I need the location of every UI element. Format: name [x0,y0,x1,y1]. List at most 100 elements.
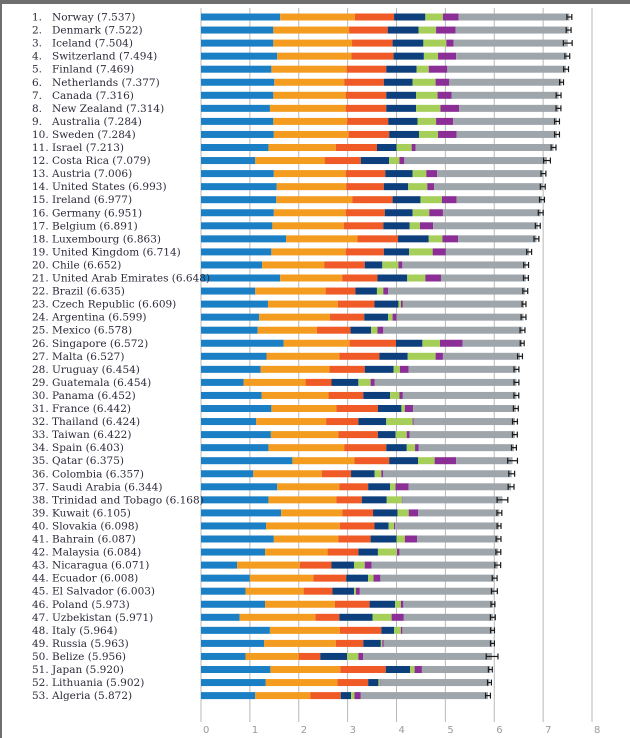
country-name-score: France (6.442) [52,403,131,415]
bar-segment-dystopia-residual [456,130,558,138]
country-score: (7.522) [101,25,143,37]
country-row [201,170,547,178]
country-score: (6.714) [139,246,181,258]
bar-segment-freedom [340,692,352,700]
country-name-score: Trinidad and Tobago (6.168) [52,494,204,506]
bar-segment-freedom [374,300,399,308]
bar-segment-dystopia-residual [453,39,568,47]
bar-segment-gdp-per-capita [201,418,257,426]
bar-segment-dystopia-residual [359,587,495,595]
country-rank: 1. [32,12,42,24]
country-name: Nicaragua [52,560,108,572]
bar-segment-generosity [388,313,393,321]
bar-segment-healthy-life-expectancy [347,117,389,125]
bar-segment-dystopia-residual [442,209,541,217]
country-name: New Zealand [52,103,123,115]
bar-segment-dystopia-residual [402,391,517,399]
country-name: Spain [52,442,83,454]
bar-segment-social-support [274,78,345,86]
bar-segment-freedom [386,65,417,73]
country-score: (7.377) [118,77,160,89]
country-row [201,274,529,282]
country-name: Guatemala [52,377,110,389]
bar-segment-social-support [281,509,343,517]
country-rank: 48. [32,625,49,637]
bar-segment-social-support [280,274,343,282]
country-score: (7.469) [93,64,135,76]
x-tick-label: 2 [301,725,307,736]
country-name-score: Poland (5.973) [52,599,130,611]
bar-segment-social-support [265,548,328,556]
x-tick-label: 4 [399,725,405,736]
bar-segment-dystopia-residual [399,548,499,556]
country-name: Qatar [52,455,83,467]
country-name-score: Singapore (6.572) [52,338,148,350]
country-name: United Kingdom [52,246,139,258]
bar-segment-perceptions-of-corruption [437,91,452,99]
bar-segment-freedom [358,548,378,556]
country-name-score: Taiwan (6.422) [52,429,131,441]
country-rank: 36. [32,468,49,480]
country-score: (6.403) [82,442,124,454]
bar-segment-perceptions-of-corruption [441,196,457,204]
country-row [201,679,493,687]
bar-segment-healthy-life-expectancy [336,496,362,504]
bar-segment-freedom [392,39,424,47]
bar-segment-generosity [396,535,405,543]
bar-segment-healthy-life-expectancy [339,626,382,634]
bar-segment-perceptions-of-corruption [382,639,384,647]
country-name-score: Panama (6.452) [52,390,136,402]
country-name-score: Uzbekistan (5.971) [52,612,153,624]
bar-segment-freedom [393,52,424,60]
bar-segment-generosity [358,378,371,386]
country-row [201,405,519,412]
country-rank: 4. [32,51,42,63]
bar-segment-generosity [409,248,433,256]
country-name: Taiwan [52,429,90,441]
country-row [201,52,571,60]
bar-segment-healthy-life-expectancy [343,222,384,230]
bar-segment-social-support [271,248,346,256]
country-row [201,261,530,269]
bar-segment-gdp-per-capita [201,352,267,360]
bar-segment-gdp-per-capita [201,509,282,517]
country-score: (6.454) [110,377,152,389]
bar-segment-social-support [273,26,350,34]
bar-segment-generosity [416,65,429,73]
bar-segment-gdp-per-capita [201,470,254,478]
country-row [201,666,493,673]
bar-segment-social-support [271,405,337,412]
bar-segment-perceptions-of-corruption [438,130,457,138]
country-name-score: Lithuania (5.902) [52,677,144,689]
country-row [201,574,498,582]
country-row [201,600,496,608]
bar-segment-gdp-per-capita [201,222,273,230]
country-name: Israel [52,142,83,154]
bar-segment-dystopia-residual [459,104,559,112]
bar-segment-generosity [416,91,438,99]
country-score: (7.284) [94,129,136,141]
country-name: Belgium [52,220,96,232]
bar-segment-social-support [239,613,316,621]
bar-segment-generosity [418,457,435,465]
bar-segment-freedom [384,209,413,217]
bar-segment-freedom [385,170,413,178]
bar-segment-perceptions-of-corruption [395,483,409,491]
bar-segment-gdp-per-capita [201,117,274,125]
country-row [201,65,570,73]
country-rank: 6. [32,77,42,89]
bar-segment-freedom [376,144,397,151]
bar-segment-gdp-per-capita [201,261,263,269]
bar-segment-healthy-life-expectancy [335,639,364,647]
country-name-score: Argentina (6.599) [51,312,147,324]
country-name-score: Brazil (6.635) [52,286,125,298]
country-row [201,300,527,308]
bar-segment-generosity [401,405,405,412]
bar-segment-freedom [377,274,408,282]
country-score: (6.003) [113,586,155,598]
country-name: Kuwait [52,507,90,519]
bar-segment-gdp-per-capita [201,666,271,673]
bar-segment-perceptions-of-corruption [442,235,459,243]
country-rank: 14. [32,181,49,193]
